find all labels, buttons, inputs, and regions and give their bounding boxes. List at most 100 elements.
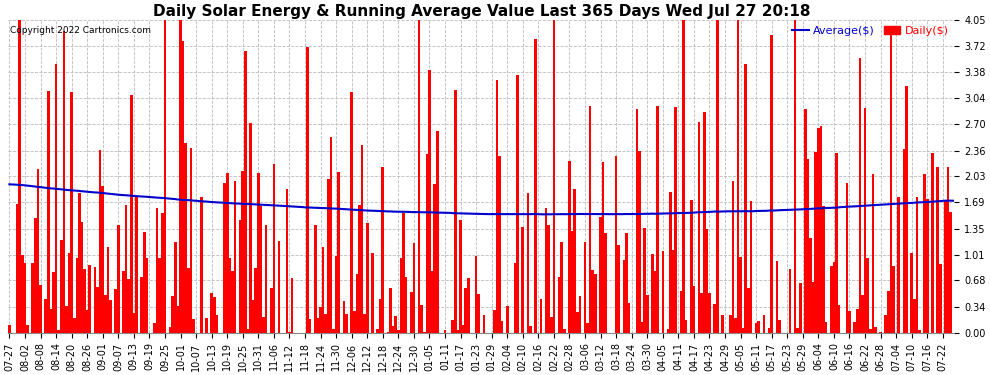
Bar xyxy=(141,277,143,333)
Bar xyxy=(464,288,467,333)
Bar xyxy=(434,184,436,333)
Bar xyxy=(674,107,677,333)
Bar xyxy=(363,314,366,333)
Bar xyxy=(50,309,52,333)
Bar xyxy=(586,323,589,333)
Bar xyxy=(825,322,828,333)
Bar xyxy=(605,233,607,333)
Bar xyxy=(820,126,823,333)
Bar xyxy=(817,128,820,333)
Bar xyxy=(57,330,60,333)
Bar xyxy=(530,326,532,333)
Bar xyxy=(317,318,319,333)
Bar xyxy=(402,213,405,333)
Bar xyxy=(37,169,40,333)
Bar xyxy=(799,283,802,333)
Bar xyxy=(216,315,218,333)
Bar xyxy=(70,92,73,333)
Bar xyxy=(107,247,109,333)
Bar xyxy=(16,204,19,333)
Bar xyxy=(700,293,703,333)
Bar xyxy=(381,167,384,333)
Bar xyxy=(830,266,833,333)
Bar xyxy=(557,277,560,333)
Bar xyxy=(937,167,939,333)
Bar xyxy=(535,39,537,333)
Bar xyxy=(229,258,231,333)
Bar xyxy=(890,26,892,333)
Bar xyxy=(333,329,335,333)
Bar xyxy=(451,320,454,333)
Bar xyxy=(350,92,353,333)
Bar xyxy=(456,330,459,333)
Bar xyxy=(939,264,941,333)
Bar xyxy=(874,327,877,333)
Bar xyxy=(182,41,184,333)
Bar xyxy=(184,143,187,333)
Bar xyxy=(187,268,190,333)
Bar xyxy=(34,218,37,333)
Bar xyxy=(94,267,96,333)
Bar xyxy=(861,294,863,333)
Bar xyxy=(690,200,693,333)
Bar xyxy=(669,192,672,333)
Bar xyxy=(916,197,918,333)
Bar xyxy=(242,171,245,333)
Bar xyxy=(527,193,530,333)
Bar xyxy=(682,20,685,333)
Bar xyxy=(918,330,921,333)
Bar xyxy=(379,300,381,333)
Bar xyxy=(54,64,57,333)
Bar xyxy=(400,258,402,333)
Bar xyxy=(618,245,620,333)
Bar xyxy=(703,112,706,333)
Bar xyxy=(410,292,413,333)
Bar xyxy=(270,288,272,333)
Bar xyxy=(259,206,262,333)
Bar xyxy=(926,200,929,333)
Bar xyxy=(913,299,916,333)
Bar xyxy=(568,161,571,333)
Bar xyxy=(903,149,905,333)
Bar xyxy=(99,150,101,333)
Bar xyxy=(117,225,120,333)
Bar xyxy=(584,242,586,333)
Bar xyxy=(560,242,563,333)
Bar xyxy=(314,225,317,333)
Bar xyxy=(397,330,400,333)
Bar xyxy=(392,326,394,333)
Bar xyxy=(744,64,747,333)
Bar xyxy=(431,271,434,333)
Bar xyxy=(714,304,716,333)
Bar xyxy=(693,286,695,333)
Bar xyxy=(708,292,711,333)
Bar xyxy=(879,332,882,333)
Bar xyxy=(949,212,952,333)
Bar xyxy=(845,183,848,333)
Bar xyxy=(892,266,895,333)
Bar xyxy=(444,330,446,333)
Bar xyxy=(740,257,742,333)
Bar xyxy=(628,303,631,333)
Bar xyxy=(75,258,78,333)
Bar xyxy=(493,309,496,333)
Bar xyxy=(278,241,280,333)
Bar xyxy=(496,80,498,333)
Bar xyxy=(680,291,682,333)
Bar xyxy=(898,197,900,333)
Bar xyxy=(163,20,166,333)
Bar xyxy=(563,328,565,333)
Bar xyxy=(358,205,360,333)
Bar xyxy=(501,321,503,333)
Bar xyxy=(591,270,594,333)
Bar xyxy=(335,256,338,333)
Bar xyxy=(721,315,724,333)
Bar xyxy=(327,180,330,333)
Bar xyxy=(615,156,618,333)
Bar xyxy=(552,20,555,333)
Bar xyxy=(130,94,133,333)
Bar xyxy=(291,278,293,333)
Bar xyxy=(285,189,288,333)
Bar xyxy=(205,318,208,333)
Bar xyxy=(343,300,346,333)
